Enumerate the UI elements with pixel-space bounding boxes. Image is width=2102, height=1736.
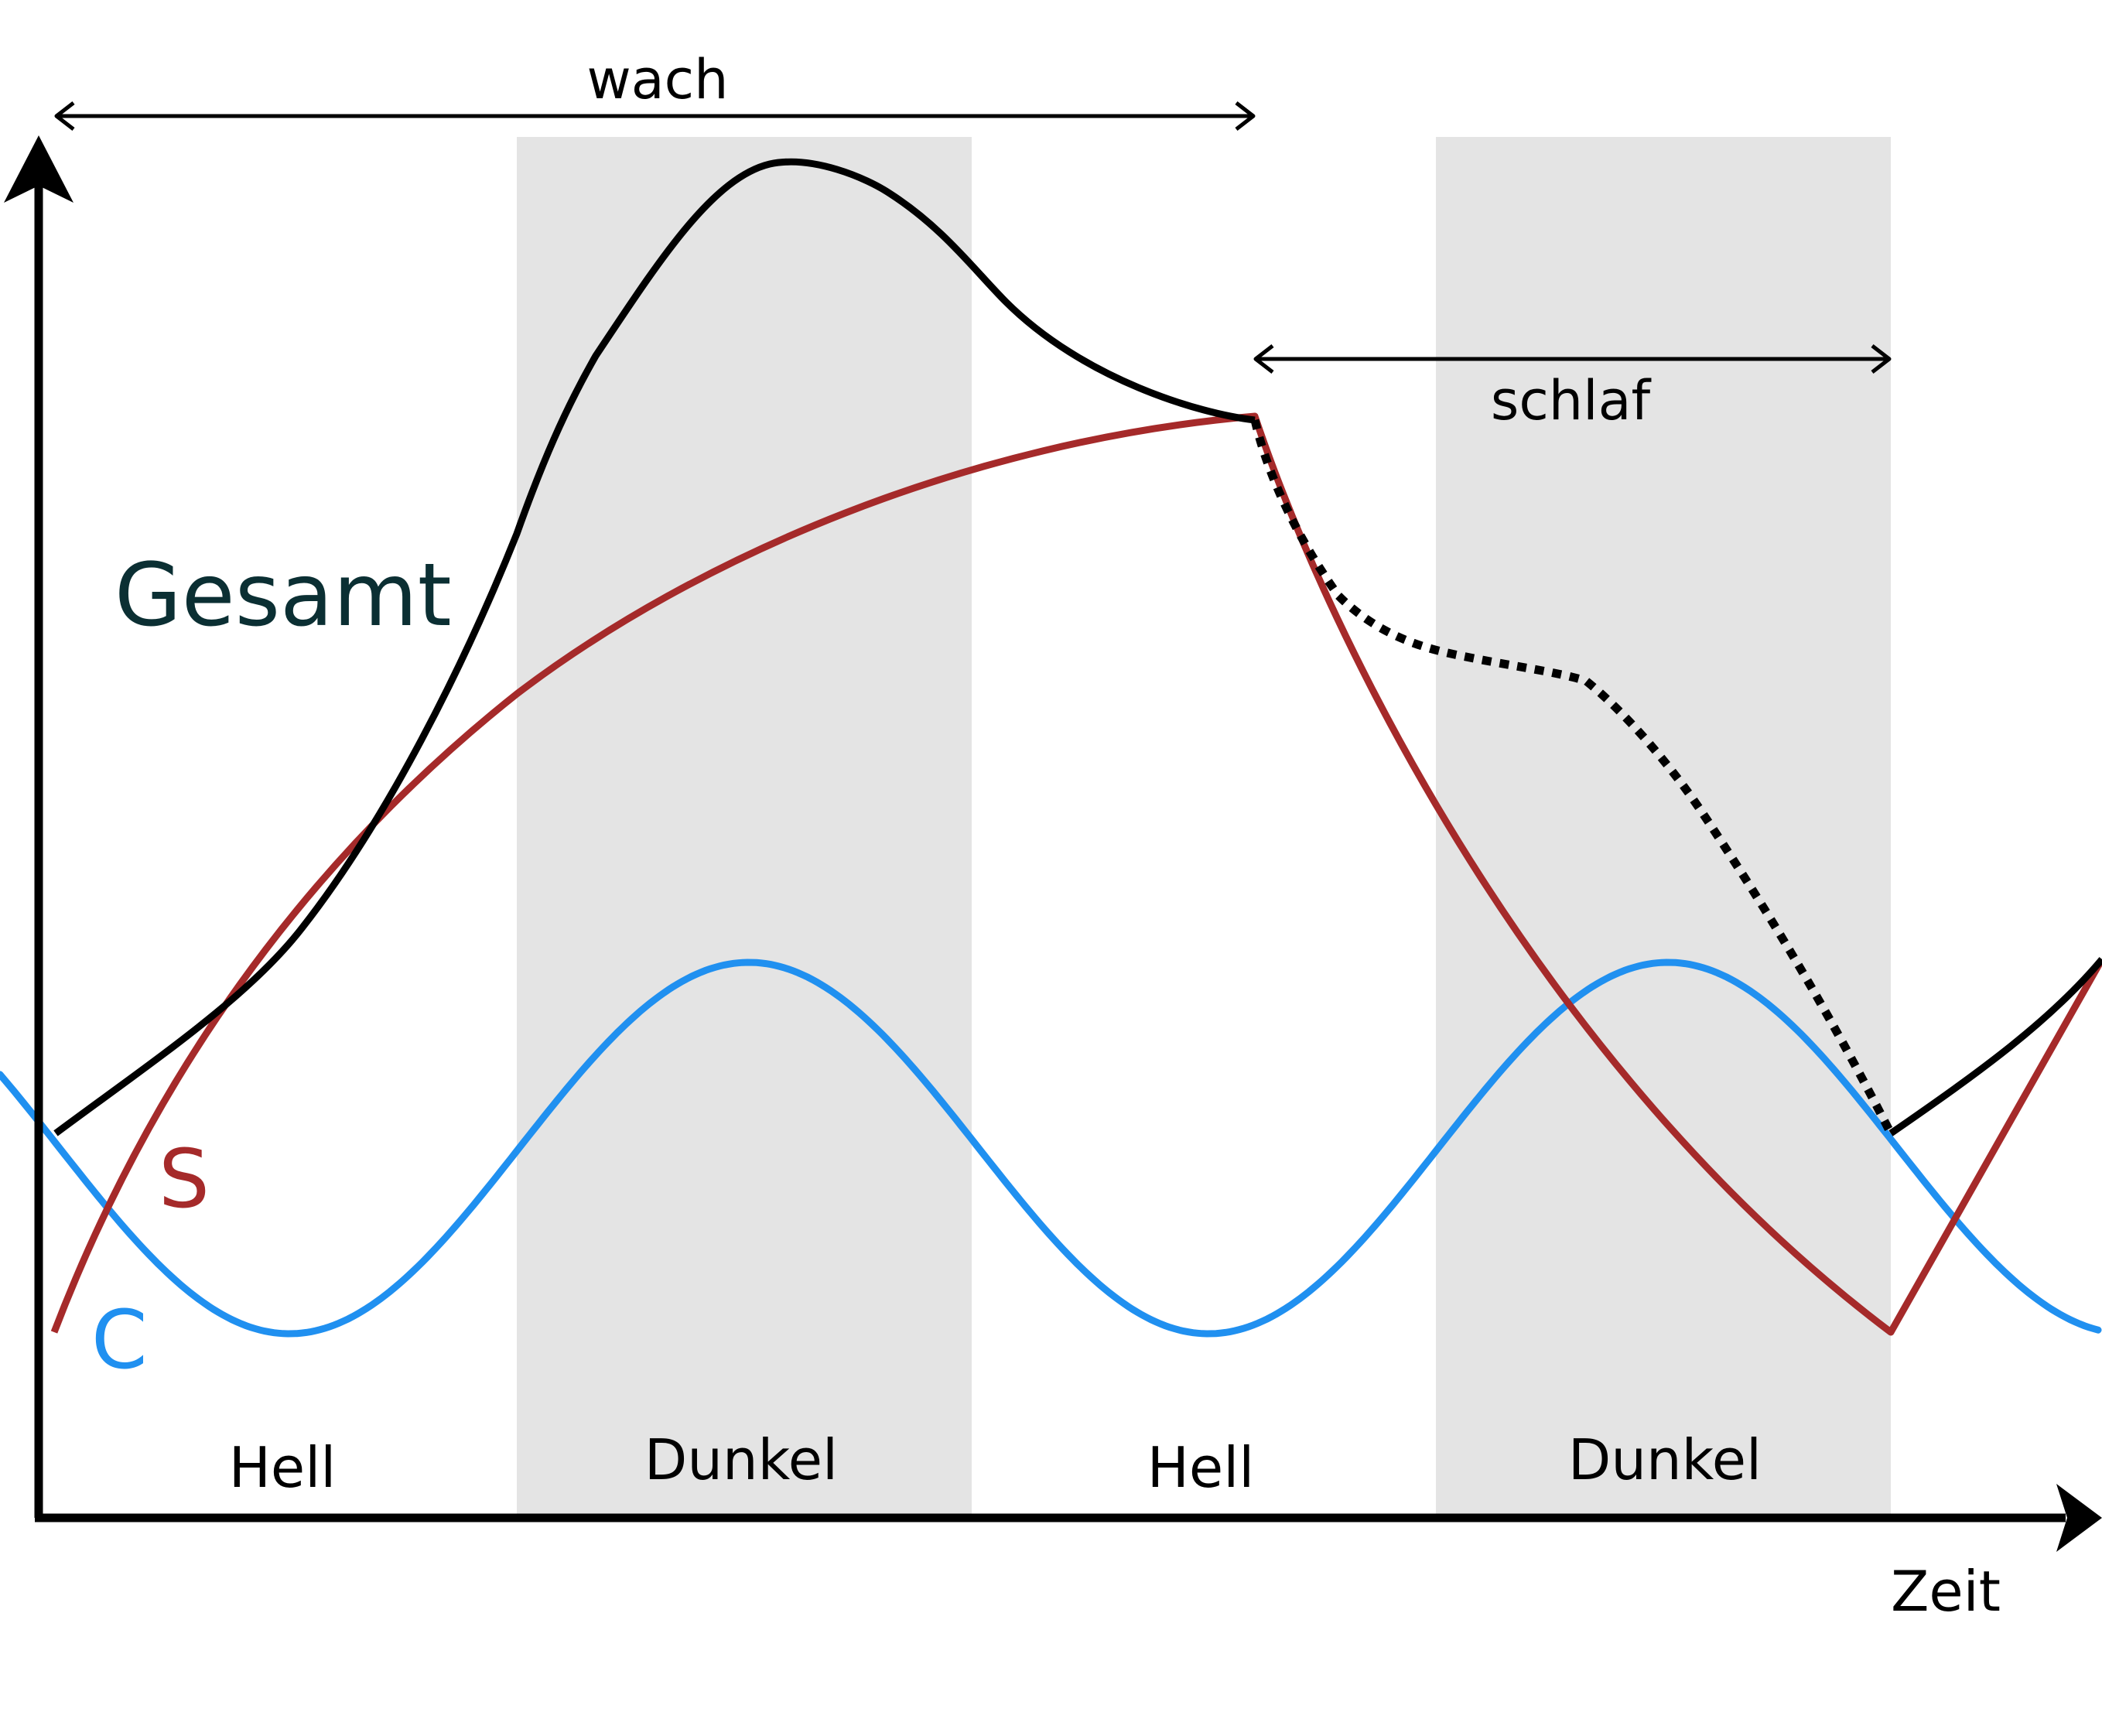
c-curve [0,959,2102,1338]
schlaf-label: schlaf [1491,369,1652,432]
dark-band-2 [1436,137,1891,1516]
band-label-3: Hell [1147,1435,1254,1500]
x-axis-arrowhead [2056,1484,2102,1552]
band-label-2: Dunkel [644,1427,838,1492]
band-label-4: Dunkel [1568,1427,1762,1492]
dark-band-1 [517,137,972,1516]
schlaf-range-left-head [1253,344,1274,374]
s-curve [50,412,2102,1336]
wach-label: wach [587,48,729,111]
gesamt-curve-end [1888,957,2102,1136]
band-label-1: Hell [229,1435,336,1500]
c-label: C [91,1293,148,1387]
wach-range-right-head [1235,101,1256,131]
gesamt-curve [53,158,1256,1136]
wach-range-left-head [54,101,75,131]
s-label: S [159,1132,210,1226]
y-axis-arrowhead [4,135,73,203]
x-axis-label: Zeit [1891,1559,2001,1624]
gesamt-label: Gesamt [114,545,452,646]
schlaf-range-right-head [1871,344,1892,374]
